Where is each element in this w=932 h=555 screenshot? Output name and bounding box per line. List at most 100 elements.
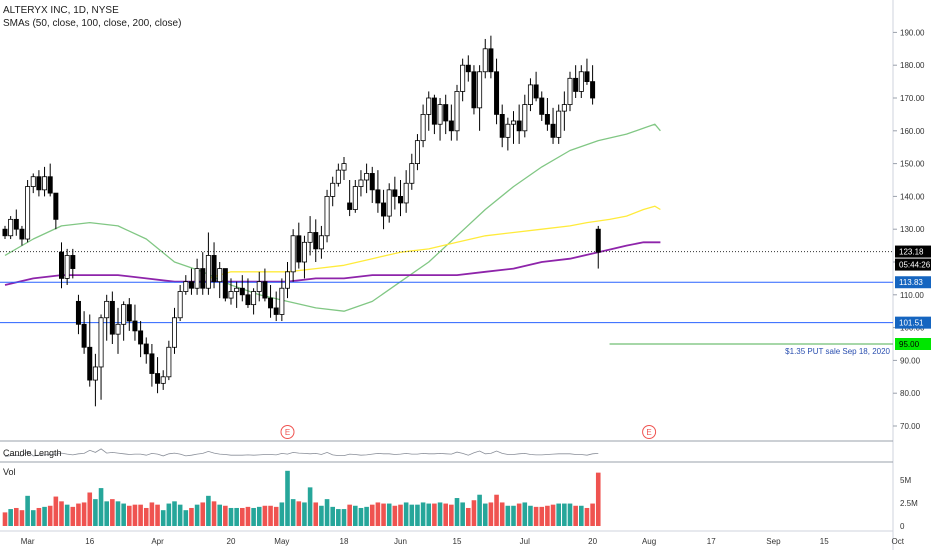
volume-label[interactable]: Vol [3, 467, 16, 477]
candle[interactable] [19, 225, 25, 246]
candle[interactable] [132, 304, 138, 341]
candle[interactable] [30, 173, 36, 194]
earnings-marker-icon[interactable] [280, 425, 295, 439]
candle[interactable] [482, 38, 488, 79]
candle[interactable] [335, 163, 341, 187]
time-axis[interactable]: Mar 16 Apr 20 May 18 Jun 15 Jul 20 Aug 17 Sep 15 Oct [21, 537, 905, 546]
candle[interactable] [341, 157, 347, 180]
candle[interactable] [268, 284, 274, 318]
candle[interactable] [539, 91, 545, 121]
candle-length-label[interactable]: Candle Length [3, 448, 62, 458]
candle[interactable] [499, 104, 505, 148]
candle[interactable] [403, 170, 409, 213]
candle[interactable] [324, 189, 330, 243]
candle[interactable] [296, 222, 302, 269]
earnings-marker-label[interactable]: E [285, 428, 290, 437]
candle[interactable] [75, 294, 81, 335]
candle[interactable] [284, 262, 290, 299]
candle[interactable] [211, 242, 217, 289]
candle[interactable] [375, 170, 381, 213]
candle[interactable] [522, 94, 528, 138]
candle[interactable] [149, 344, 155, 387]
candle[interactable] [443, 94, 449, 135]
candle[interactable] [369, 166, 375, 203]
candle[interactable] [166, 340, 172, 381]
candle[interactable] [347, 180, 353, 217]
candle[interactable] [420, 104, 426, 148]
candle[interactable] [205, 232, 211, 295]
candle[interactable] [533, 71, 539, 102]
candle[interactable] [194, 258, 200, 295]
candle[interactable] [561, 91, 567, 131]
candle[interactable] [386, 183, 392, 223]
candle[interactable] [392, 176, 398, 210]
candle[interactable] [188, 268, 194, 295]
candle[interactable] [64, 248, 70, 285]
candle[interactable] [177, 284, 183, 322]
candle[interactable] [352, 180, 358, 213]
candle[interactable] [273, 291, 279, 322]
candle[interactable] [527, 78, 533, 112]
candle[interactable] [573, 65, 579, 98]
candle[interactable] [160, 370, 166, 390]
candle[interactable] [465, 55, 471, 82]
candle[interactable] [460, 58, 466, 102]
candle[interactable] [437, 98, 443, 141]
candle[interactable] [590, 65, 596, 105]
candle[interactable] [171, 307, 177, 354]
candle[interactable] [544, 98, 550, 131]
candle[interactable] [381, 189, 387, 230]
candle[interactable] [155, 357, 161, 394]
candle[interactable] [47, 163, 53, 197]
candle[interactable] [25, 180, 31, 243]
candle[interactable] [510, 111, 516, 144]
candle[interactable] [477, 65, 483, 131]
candle[interactable] [200, 252, 206, 295]
candle[interactable] [138, 321, 144, 358]
candle[interactable] [494, 58, 500, 125]
candle[interactable] [358, 170, 364, 197]
candle[interactable] [307, 216, 313, 256]
candle[interactable] [595, 225, 601, 269]
candle[interactable] [454, 84, 460, 141]
candle[interactable] [301, 235, 307, 279]
candle[interactable] [115, 307, 121, 354]
candle[interactable] [81, 311, 87, 354]
earnings-marker-label[interactable]: E [646, 428, 651, 437]
candle[interactable] [228, 278, 234, 305]
candle[interactable] [313, 219, 319, 262]
candle[interactable] [8, 216, 14, 240]
candle[interactable] [290, 229, 296, 282]
candle[interactable] [98, 314, 104, 400]
candle[interactable] [567, 71, 573, 112]
candle[interactable] [109, 291, 115, 344]
candle[interactable] [488, 35, 494, 79]
candle-layer[interactable] [2, 35, 601, 407]
candle[interactable] [70, 248, 76, 279]
candle[interactable] [330, 176, 336, 207]
candle[interactable] [143, 337, 149, 364]
candle[interactable] [234, 281, 240, 308]
candle[interactable] [239, 275, 245, 302]
candle[interactable] [262, 268, 268, 302]
candle[interactable] [222, 268, 228, 302]
candle[interactable] [92, 353, 98, 407]
candle[interactable] [471, 65, 477, 115]
candle[interactable] [448, 104, 454, 141]
candle[interactable] [397, 180, 403, 217]
candle[interactable] [550, 107, 556, 144]
candle[interactable] [42, 166, 48, 197]
candle[interactable] [126, 298, 132, 331]
candle[interactable] [556, 104, 562, 144]
candle[interactable] [59, 242, 65, 289]
candle[interactable] [104, 294, 110, 341]
candle[interactable] [256, 271, 262, 302]
candle[interactable] [251, 288, 257, 315]
candle[interactable] [505, 117, 511, 151]
candle[interactable] [584, 58, 590, 85]
candle[interactable] [87, 314, 93, 387]
candle[interactable] [578, 65, 584, 98]
candle[interactable] [364, 163, 370, 194]
candle[interactable] [409, 153, 415, 190]
